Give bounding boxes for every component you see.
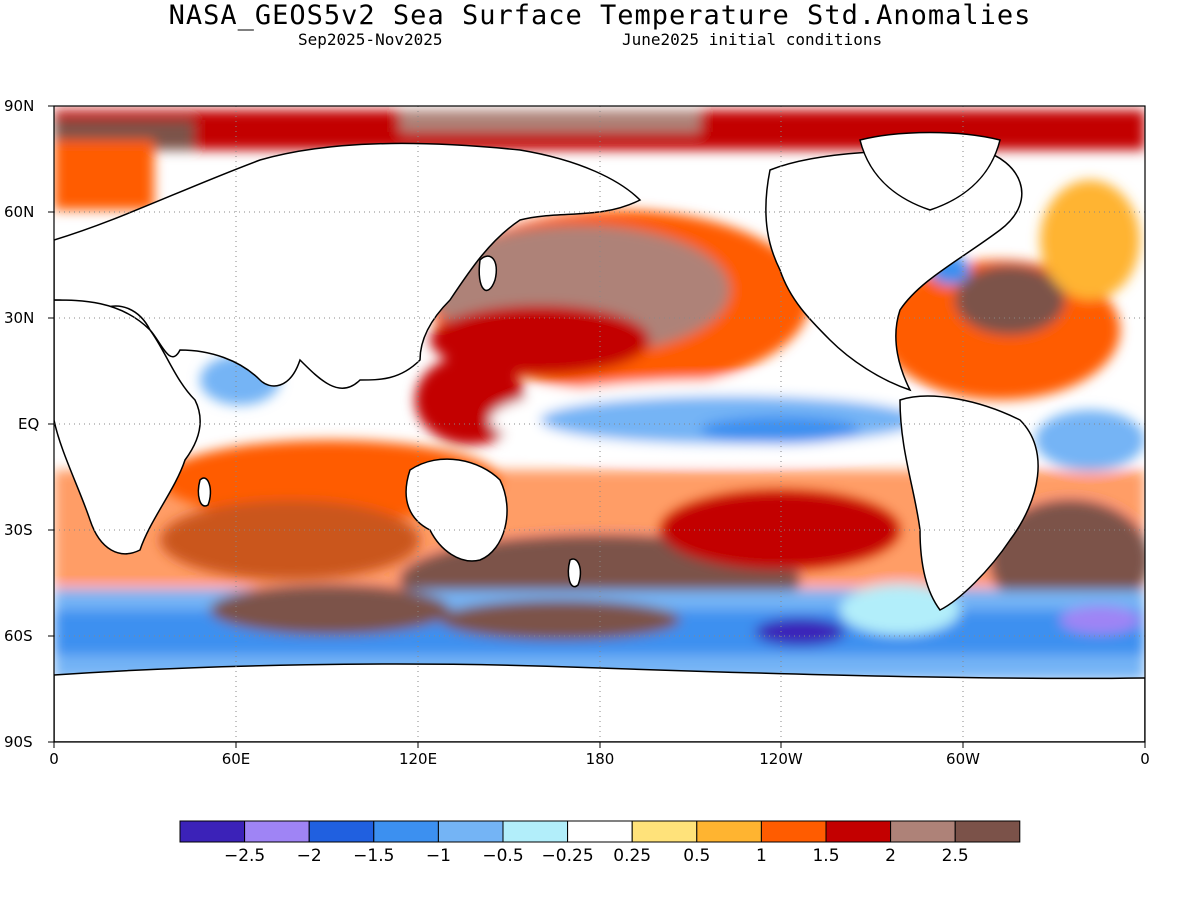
lon-label-0-east: 0 [1140,750,1150,768]
map-title: NASA_GEOS5v2 Sea Surface Temperature Std… [168,0,1032,31]
colorbar-tick-label: −2.5 [223,846,266,866]
colorbar-tick-label: −2 [296,846,322,866]
colorbar-tick-label: −1.5 [353,846,395,866]
colorbar-tick-label: 0.25 [613,846,652,866]
colorbar-swatch [825,820,892,843]
colorbar-tick-label: −1 [425,846,451,866]
lon-label-180: 180 [585,750,615,768]
colorbar-swatch [696,820,762,843]
colorbar-swatch [179,820,246,843]
colorbar-tick-label: 2.5 [941,846,969,866]
colorbar [179,820,1021,843]
anomaly-field [54,106,1145,742]
colorbar-swatch [437,820,504,843]
initial-conditions: June2025 initial conditions [622,30,883,49]
colorbar-tick-label: 0.5 [683,846,711,866]
axis-ticks [48,105,1146,748]
colorbar-swatch [760,820,827,843]
colorbar-swatch [954,820,1021,843]
lat-label-eq: EQ [18,415,40,433]
colorbar-swatch [890,820,956,843]
lat-label-60n: 60N [4,203,35,221]
lat-label-90n: 90N [4,97,35,115]
lat-label-60s: 60S [4,627,33,645]
lon-label-60w: 60W [946,750,980,768]
colorbar-swatch [502,820,569,843]
lon-label-120e: 120E [398,750,438,768]
colorbar-swatch [631,820,698,843]
forecast-period: Sep2025-Nov2025 [298,30,443,49]
colorbar-swatch [244,820,310,843]
lon-label-60e: 60E [221,750,251,768]
lon-label-120w: 120W [759,750,803,768]
lat-label-30n: 30N [4,309,35,327]
lon-label-0: 0 [49,750,59,768]
colorbar-tick-label: −0.25 [541,846,594,866]
graticule [54,106,1145,742]
colorbar-swatch [308,820,375,843]
colorbar-tick-label: 1 [755,846,767,866]
colorbar-tick-label: 2 [885,846,897,866]
colorbar-swatch [567,820,633,843]
lat-label-30s: 30S [4,521,33,539]
colorbar-tick-label: −0.5 [482,846,524,866]
land-mask [54,131,1145,742]
colorbar-tick-label: 1.5 [812,846,840,866]
lat-label-90s: 90S [4,733,33,751]
colorbar-swatch [373,820,439,843]
